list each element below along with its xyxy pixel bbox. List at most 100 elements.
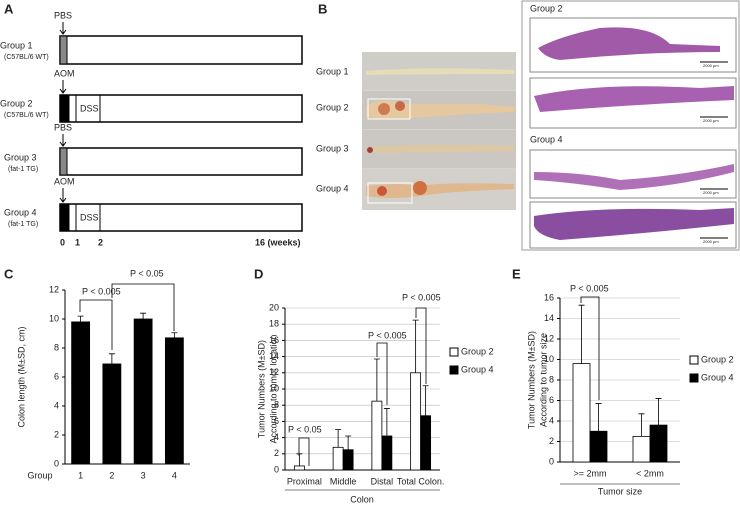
colon: [366, 68, 514, 75]
scale-label: 2000 µm: [703, 63, 719, 68]
y-tick-label: 14: [269, 351, 279, 361]
significance-bracket: [376, 342, 388, 405]
y-tick-label: 4: [549, 415, 554, 425]
scale-label: 2000 µm: [703, 118, 719, 123]
x-tick-label: Distal: [371, 476, 394, 486]
x-tick-label: 3: [141, 470, 146, 480]
y-tick-label: 0: [549, 456, 554, 466]
x-tick-label: >= 2mm: [573, 468, 606, 478]
pbs-bar: [59, 35, 68, 65]
y-axis-label: According to tumor size: [538, 333, 548, 427]
histology-frame: [521, 0, 740, 251]
timeline-label: 0: [60, 237, 65, 247]
legend-swatch: [449, 365, 459, 375]
aom-bar: [59, 203, 70, 232]
x-axis-label: Group: [27, 470, 52, 480]
significance-bracket: [580, 296, 600, 400]
significance-bracket: [415, 307, 427, 384]
x-axis-label: Colon: [350, 494, 374, 504]
y-tick-label: 4: [274, 432, 279, 442]
panel-label: E: [512, 266, 521, 281]
treatment: AOM: [54, 68, 75, 78]
y-tick-label: 4: [54, 400, 59, 410]
arrow: [59, 80, 67, 94]
bar: [589, 430, 608, 463]
error-bar: [171, 332, 178, 338]
y-axis-label: Tumor Numbers (M±SD): [526, 331, 536, 429]
highlight-box: [367, 182, 413, 204]
tumor: [378, 103, 390, 115]
timeline-box: [59, 35, 303, 65]
p-value: P < 0.005: [570, 283, 609, 293]
bar: [102, 363, 122, 465]
dss-label: DSS: [80, 103, 99, 113]
y-tick-label: 2: [549, 436, 554, 446]
x-tick-label: 4: [172, 470, 177, 480]
error-bar: [140, 312, 147, 319]
y-tick-label: 12: [49, 284, 59, 294]
strain: (fat-1 TG): [8, 221, 38, 228]
row-label: Group 4: [316, 183, 349, 193]
bar: [572, 363, 591, 463]
tumor: [377, 186, 387, 196]
p-value: P < 0.005: [402, 292, 441, 302]
colon: [366, 183, 514, 198]
significance-bracket: [298, 437, 310, 466]
x-tick-label: Proximal: [287, 476, 322, 486]
y-tick-label: 6: [54, 371, 59, 381]
bar: [420, 415, 432, 471]
bar: [164, 337, 184, 465]
y-tick-label: 20: [269, 302, 279, 312]
scale-label: 2000 µm: [703, 239, 719, 244]
significance-bracket: [111, 283, 175, 331]
group-label: Group 4: [4, 207, 37, 217]
x-axis-label: Tumor size: [598, 486, 642, 496]
treatment: AOM: [54, 176, 75, 186]
row-label: Group 1: [316, 66, 349, 76]
bar: [381, 435, 393, 471]
legend-swatch: [449, 347, 459, 357]
x-tick-label: 1: [78, 470, 83, 480]
treatment: PBS: [54, 10, 72, 20]
error-bar: [345, 435, 352, 450]
significance-bracket: [79, 299, 113, 350]
y-tick-label: 16: [544, 292, 554, 302]
y-tick-label: 2: [274, 448, 279, 458]
y-tick-label: 8: [54, 342, 59, 352]
group-label: Group 2: [0, 98, 33, 108]
y-axis-label: Colon length (M±SD, cm): [16, 327, 26, 428]
strain: (C57BL/6 WT): [4, 54, 49, 61]
pbs-bar: [59, 147, 68, 176]
timeline-label: 1: [75, 237, 80, 247]
tissue: [538, 27, 720, 60]
error-bar: [422, 385, 429, 416]
scale-label: 2000 µm: [703, 190, 719, 195]
x-tick-label: 2: [109, 470, 114, 480]
y-tick-label: 2: [54, 429, 59, 439]
y-tick-label: 10: [544, 354, 554, 364]
p-value: P < 0.05: [288, 424, 322, 434]
treatment: PBS: [54, 122, 72, 132]
error-bar: [638, 413, 645, 437]
legend-label: Group 2: [461, 346, 494, 356]
legend-label: Group 4: [701, 372, 734, 382]
y-tick-label: 14: [544, 313, 554, 323]
bar: [371, 400, 383, 471]
strain: (C57BL/6 WT): [4, 112, 49, 119]
y-axis-label: According to tumor location: [268, 334, 278, 443]
arrow: [59, 22, 67, 35]
error-bar: [108, 353, 115, 364]
legend-label: Group 2: [701, 354, 734, 364]
bar: [293, 465, 305, 471]
colon: [366, 144, 514, 153]
bar: [133, 318, 153, 465]
y-tick-label: 0: [274, 464, 279, 474]
arrow: [59, 134, 67, 147]
timeline-box: [59, 147, 303, 176]
bar: [649, 424, 668, 463]
tumor: [367, 147, 373, 153]
panel-label: B: [318, 1, 327, 16]
error-bar: [578, 304, 585, 364]
y-tick-label: 8: [274, 400, 279, 410]
